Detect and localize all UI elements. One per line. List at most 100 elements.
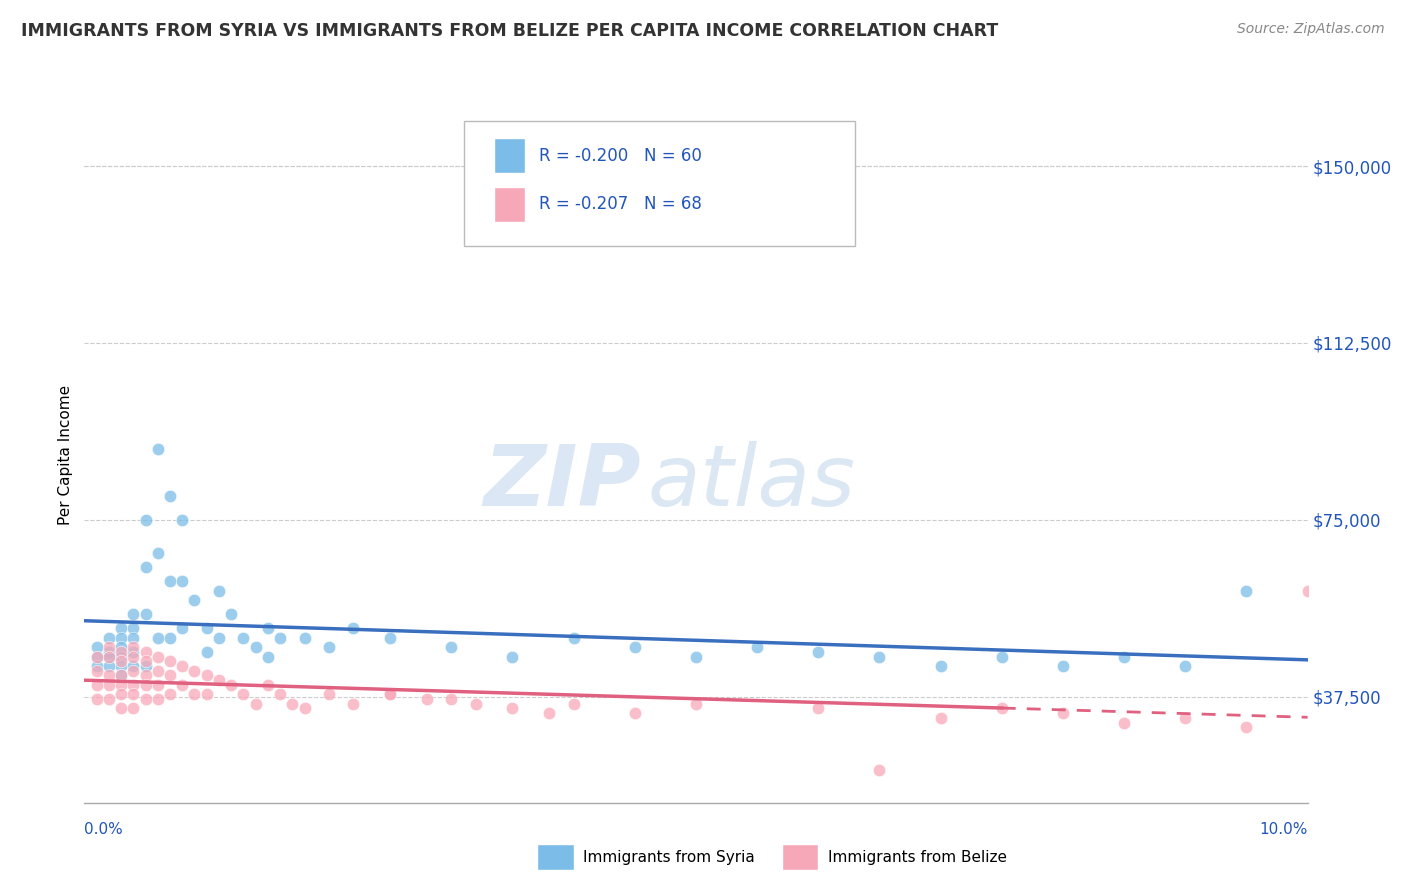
Point [257,649,280,664]
Point [342,621,364,635]
Point [135,513,157,527]
Point [110,659,132,673]
Point [97,640,120,654]
Point [97,659,120,673]
Point [146,664,169,678]
Point [122,687,145,701]
Point [219,607,242,621]
Point [281,697,304,711]
Point [172,621,194,635]
Point [318,640,340,654]
Point [380,631,402,645]
Point [135,560,157,574]
Point [86,678,108,692]
Point [380,687,402,701]
Point [172,513,194,527]
Point [219,678,242,692]
Text: ZIP: ZIP [484,442,641,524]
Point [502,701,524,715]
Point [122,645,145,659]
Point [172,678,194,692]
Point [294,631,316,645]
Point [146,442,169,456]
Point [110,621,132,635]
Point [245,697,267,711]
Point [110,668,132,682]
Point [245,640,267,654]
Point [269,687,291,701]
Point [110,678,132,692]
Point [122,664,145,678]
Point [159,574,181,588]
Text: R = -0.207   N = 68: R = -0.207 N = 68 [540,195,702,213]
Point [135,668,157,682]
Point [257,678,280,692]
Point [440,640,463,654]
Point [146,678,169,692]
Bar [537,844,574,871]
Point [122,678,145,692]
Point [97,649,120,664]
Point [135,645,157,659]
Point [135,659,157,673]
Point [991,701,1014,715]
Point [86,692,108,706]
Point [1234,583,1257,598]
Point [562,631,585,645]
Point [110,668,132,682]
Point [97,645,120,659]
Point [1234,720,1257,734]
Point [122,701,145,715]
Point [86,640,108,654]
Text: atlas: atlas [647,442,855,524]
Point [135,678,157,692]
Point [172,574,194,588]
Bar [782,844,818,871]
Point [122,631,145,645]
Point [869,649,891,664]
Point [122,649,145,664]
Point [97,678,120,692]
Point [122,607,145,621]
Y-axis label: Per Capita Income: Per Capita Income [58,384,73,525]
Point [122,640,145,654]
Point [538,706,561,721]
Text: Immigrants from Syria: Immigrants from Syria [583,849,755,864]
Point [208,673,231,688]
Point [146,649,169,664]
Point [135,654,157,668]
Point [294,701,316,715]
Point [624,706,647,721]
Point [110,687,132,701]
Point [146,631,169,645]
Point [122,659,145,673]
Point [97,631,120,645]
Point [1174,659,1197,673]
Point [110,649,132,664]
FancyBboxPatch shape [464,121,855,246]
Point [86,664,108,678]
Text: Source: ZipAtlas.com: Source: ZipAtlas.com [1237,22,1385,37]
Point [183,687,205,701]
Point [208,631,231,645]
Point [1052,659,1074,673]
Point [97,668,120,682]
Point [232,631,254,645]
Point [562,697,585,711]
Point [110,645,132,659]
Point [208,583,231,598]
Point [86,649,108,664]
Point [159,489,181,503]
Point [159,668,181,682]
Point [146,546,169,560]
Point [195,687,218,701]
Point [159,654,181,668]
Bar [494,187,524,222]
Point [195,668,218,682]
Point [97,649,120,664]
Point [110,640,132,654]
Point [172,659,194,673]
Point [685,697,707,711]
Point [232,687,254,701]
Point [135,692,157,706]
